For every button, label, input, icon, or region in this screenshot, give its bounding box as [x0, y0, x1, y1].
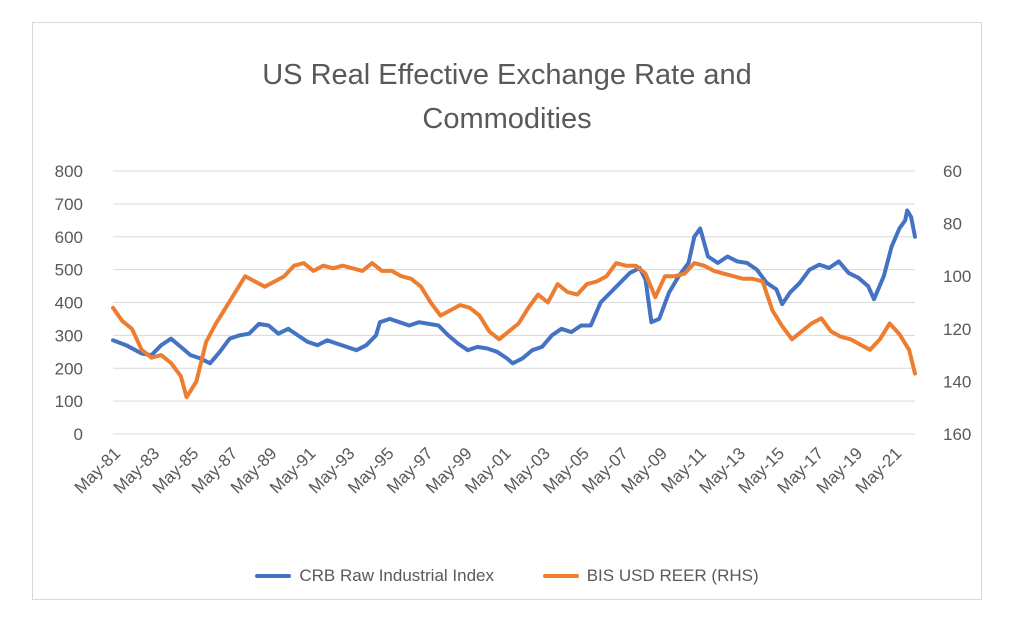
gridlines — [113, 170, 915, 435]
right-axis-ticks: 60 80 100 120 140 160 — [943, 162, 971, 444]
y-left-tick-label: 800 — [55, 162, 83, 181]
legend-swatch-crb — [255, 574, 292, 578]
legend: CRB Raw Industrial Index BIS USD REER (R… — [33, 563, 981, 586]
y-left-tick-label: 400 — [55, 294, 83, 313]
y-right-tick-label: 140 — [943, 372, 971, 391]
chart-title-line-2: Commodities — [422, 103, 592, 135]
y-right-tick-label: 60 — [943, 162, 962, 181]
legend-swatch-reer — [542, 574, 579, 578]
y-left-tick-label: 700 — [55, 195, 83, 214]
y-left-tick-label: 500 — [55, 261, 83, 280]
series-lines — [111, 208, 917, 400]
y-right-tick-label: 160 — [943, 425, 971, 444]
chart-title: US Real Effective Exchange Rate and Comm… — [33, 53, 981, 141]
legend-item-crb: CRB Raw Industrial Index — [255, 566, 494, 586]
chart-frame: US Real Effective Exchange Rate and Comm… — [32, 22, 982, 600]
chart-title-line-1: US Real Effective Exchange Rate and — [262, 59, 752, 91]
y-left-tick-label: 300 — [55, 326, 83, 345]
chart-plot: 0 100 200 300 400 500 600 700 800 60 80 100 120 140 1… — [55, 162, 972, 498]
y-right-tick-label: 100 — [943, 267, 971, 286]
legend-label-crb: CRB Raw Industrial Index — [299, 566, 494, 585]
legend-label-reer: BIS USD REER (RHS) — [586, 566, 759, 585]
y-left-tick-label: 0 — [74, 425, 83, 444]
legend-item-reer: BIS USD REER (RHS) — [542, 566, 759, 586]
y-right-tick-label: 80 — [943, 215, 962, 234]
y-left-tick-label: 600 — [55, 228, 83, 247]
left-axis-ticks: 0 100 200 300 400 500 600 700 800 — [55, 162, 83, 444]
y-left-tick-label: 200 — [55, 359, 83, 378]
series-line-reer — [111, 261, 917, 400]
y-right-tick-label: 120 — [943, 320, 971, 339]
y-left-tick-label: 100 — [55, 392, 83, 411]
series-line-crb — [111, 208, 917, 366]
x-axis-ticks: May-81May-83May-85May-87May-89May-91May-… — [71, 444, 906, 498]
